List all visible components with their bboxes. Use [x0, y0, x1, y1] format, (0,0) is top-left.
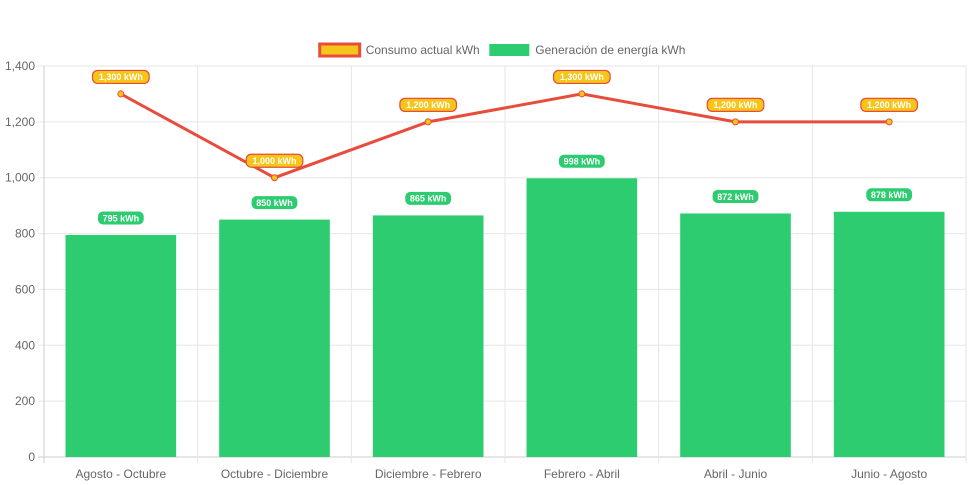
y-tick-label: 1,000: [5, 171, 35, 185]
bar: [526, 178, 638, 457]
bar-data-label-box: [712, 189, 759, 203]
y-tick-label: 200: [15, 394, 35, 408]
line-point: [117, 90, 125, 98]
legend: Consumo actual kWh Generación de energía …: [318, 42, 685, 58]
line-data-label: 1,300 kWh: [552, 69, 611, 85]
line-data-label-text: 1,200 kWh: [406, 100, 450, 110]
bar-data-label-box: [251, 196, 298, 210]
bar-data-label: 998 kWh: [558, 154, 605, 168]
bar-data-label: 795 kWh: [97, 211, 144, 225]
legend-item: Consumo actual kWh: [318, 42, 480, 58]
line-data-label-text: 1,300 kWh: [99, 72, 143, 82]
bar-data-label: 878 kWh: [866, 188, 913, 202]
line-point: [424, 118, 432, 126]
bar-data-label-text: 795 kWh: [103, 213, 140, 223]
y-tick-label: 0: [28, 450, 35, 464]
y-tick-label: 600: [15, 282, 35, 296]
bar-data-label-box: [866, 188, 913, 202]
bar-data-label: 865 kWh: [405, 191, 452, 205]
x-tick-label: Diciembre - Febrero: [375, 467, 482, 481]
line-data-label: 1,200 kWh: [399, 97, 458, 112]
line-data-label: 1,200 kWh: [706, 97, 765, 112]
grid: [38, 65, 967, 463]
line-data-label-text: 1,200 kWh: [713, 100, 757, 110]
x-tick-label: Abril - Junio: [704, 467, 768, 481]
x-tick-label: Agosto - Octubre: [75, 467, 166, 481]
line-data-label-box: [706, 97, 765, 112]
line-point: [885, 118, 893, 126]
bar-data-label: 850 kWh: [251, 196, 298, 210]
bars: [65, 178, 945, 457]
bar-data-label-text: 878 kWh: [871, 190, 908, 200]
bar-data-label: 872 kWh: [712, 189, 759, 203]
data-labels: 795 kWh 850 kWh 865 kWh 998 kWh 872 kWh 878 k…: [91, 69, 919, 225]
line-data-label-text: 1,000 kWh: [252, 156, 296, 166]
bar-data-label-text: 872 kWh: [717, 192, 754, 202]
bar-data-label-box: [405, 191, 452, 205]
bar: [680, 213, 791, 457]
legend-label: Generación de energía kWh: [535, 43, 685, 57]
line-point: [271, 174, 278, 182]
bar: [219, 219, 330, 457]
x-tick-label: Octubre - Diciembre: [221, 467, 329, 481]
line-data-label-box: [245, 153, 304, 168]
line-point: [578, 90, 586, 98]
legend-item: Generación de energía kWh: [489, 43, 685, 57]
legend-label: Consumo actual kWh: [366, 43, 480, 57]
x-tick-label: Junio - Agosto: [851, 467, 927, 481]
y-tick-label: 1,200: [5, 115, 35, 129]
bar-data-label-text: 865 kWh: [410, 194, 447, 204]
line-data-label-box: [399, 97, 458, 112]
line-data-label: 1,300 kWh: [91, 69, 150, 85]
bar-data-label-text: 850 kWh: [256, 198, 293, 208]
line-data-label: 1,200 kWh: [860, 97, 919, 112]
legend-swatch: [318, 42, 362, 58]
bar-data-label-text: 998 kWh: [564, 157, 601, 167]
y-tick-label: 400: [15, 338, 35, 352]
line-data-label-box: [552, 69, 611, 85]
axes: 0 200 400 600 800 1,000 1,200 1,400 Agosto - Oct…: [5, 59, 928, 481]
bar-data-label-box: [97, 211, 144, 225]
line-data-label-text: 1,300 kWh: [560, 72, 604, 82]
x-tick-label: Febrero - Abril: [544, 467, 620, 481]
bar: [372, 215, 484, 457]
line-point: [732, 118, 739, 126]
bar: [833, 211, 945, 457]
line-data-label: 1,000 kWh: [245, 153, 304, 168]
line-data-label-box: [91, 69, 150, 85]
bar: [65, 234, 177, 457]
bar-data-label-box: [558, 154, 605, 168]
y-tick-label: 1,400: [5, 59, 35, 73]
line-data-label-box: [860, 97, 919, 112]
line-data-label-text: 1,200 kWh: [867, 100, 911, 110]
y-tick-label: 800: [15, 227, 35, 241]
legend-swatch: [489, 44, 530, 56]
